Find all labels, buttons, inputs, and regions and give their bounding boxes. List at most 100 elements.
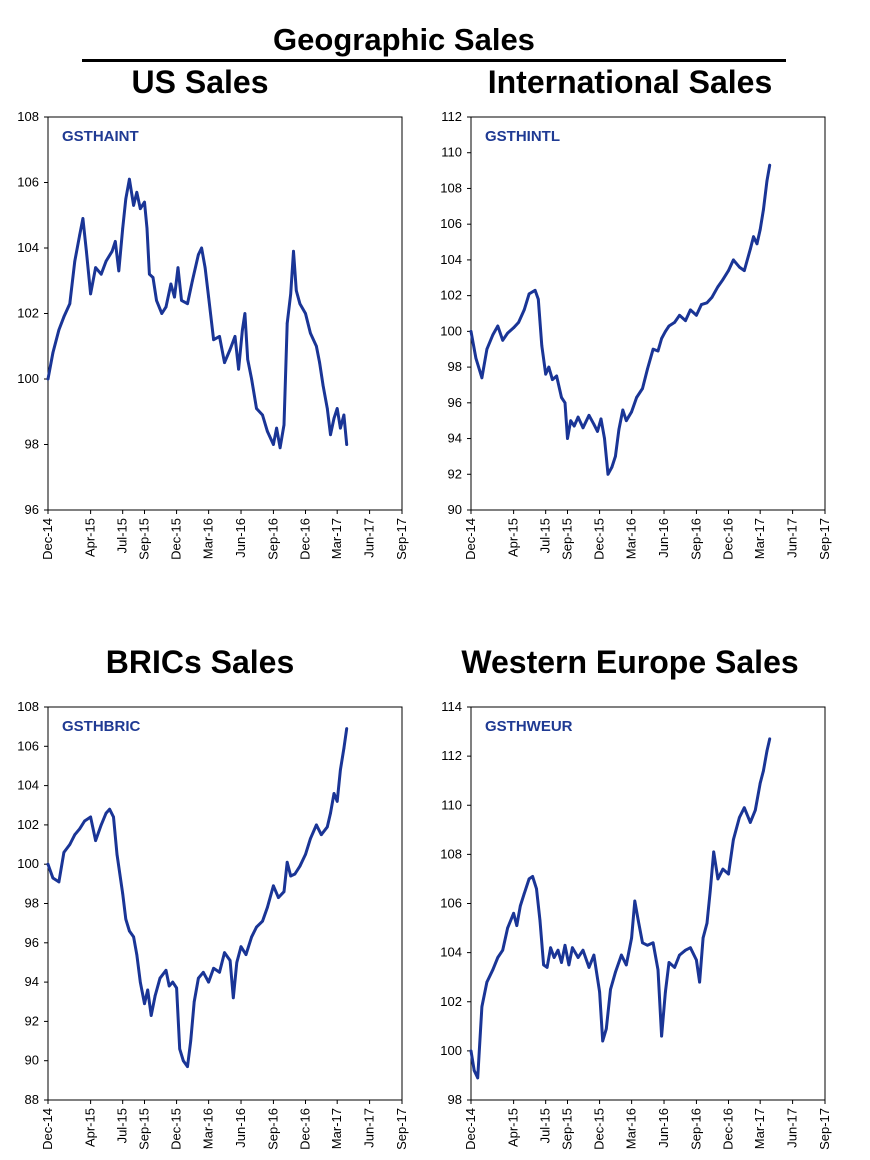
y-tick-label: 100: [17, 856, 39, 871]
data-point: [121, 892, 124, 895]
x-tick-label: Mar-17: [752, 518, 767, 559]
data-point: [581, 426, 585, 430]
data-point: [191, 279, 194, 283]
data-point: [218, 970, 221, 974]
data-point: [604, 1027, 608, 1031]
data-point: [282, 423, 286, 427]
data-point: [576, 415, 580, 419]
data-point: [601, 1039, 605, 1043]
data-point: [197, 976, 200, 980]
data-point: [592, 953, 596, 957]
y-tick-label: 98: [448, 1092, 462, 1107]
data-point: [176, 266, 180, 269]
x-tick-label: Dec-15: [592, 518, 607, 560]
series-line: [46, 727, 349, 1069]
y-tick-label: 96: [25, 502, 39, 517]
data-point: [132, 204, 135, 207]
y-tick-label: 98: [25, 896, 39, 911]
x-tick-label: Jul-15: [115, 1108, 130, 1143]
data-point: [318, 361, 321, 364]
data-point: [496, 956, 500, 959]
y-tick-label: 106: [17, 738, 39, 753]
data-point: [732, 258, 735, 262]
data-point: [345, 443, 348, 446]
x-tick-label: Mar-16: [201, 518, 216, 559]
x-tick-label: Sep-15: [560, 518, 575, 560]
y-tick-label: 102: [440, 288, 462, 303]
data-point: [542, 963, 545, 967]
data-point: [684, 319, 687, 322]
plot-frame: [470, 116, 826, 511]
data-point: [563, 401, 567, 405]
data-point: [695, 313, 698, 317]
y-tick-label: 110: [441, 797, 462, 812]
data-point: [610, 465, 614, 469]
data-point: [164, 969, 168, 972]
x-tick-label: Dec-14: [40, 518, 55, 560]
data-point: [212, 338, 215, 341]
y-tick-label: 90: [25, 1053, 39, 1068]
y-tick-label: 100: [17, 371, 39, 386]
data-point: [656, 968, 660, 972]
x-tick-label: Sep-15: [137, 518, 152, 560]
data-point: [563, 943, 567, 947]
data-point: [705, 301, 709, 305]
data-point: [695, 958, 698, 962]
data-point: [560, 396, 563, 399]
data-point: [727, 269, 730, 272]
data-point: [181, 1059, 185, 1062]
data-point: [762, 769, 765, 773]
data-point: [189, 1039, 192, 1043]
data-point: [51, 876, 55, 880]
data-point: [339, 426, 342, 430]
data-point: [630, 410, 633, 414]
data-point: [104, 811, 108, 815]
y-tick-label: 108: [440, 180, 462, 195]
data-point: [552, 956, 556, 959]
data-point: [167, 984, 171, 988]
plot-frame: [470, 706, 826, 1101]
data-point: [641, 941, 644, 945]
x-tick-label: Sep-16: [265, 1108, 280, 1150]
y-tick-label: 104: [17, 778, 39, 793]
data-point: [282, 890, 286, 894]
data-point: [587, 966, 591, 969]
series-name-label: GSTHWEUR: [485, 718, 573, 735]
data-point: [145, 227, 149, 230]
data-point: [89, 815, 92, 819]
x-tick-label: Jun-17: [785, 1108, 800, 1148]
data-point: [540, 344, 544, 347]
series-name-label: GSTHBRIC: [62, 718, 141, 735]
data-point: [51, 351, 55, 355]
data-point: [491, 333, 495, 337]
data-point: [128, 177, 131, 181]
data-point: [192, 1000, 196, 1004]
data-point: [576, 956, 580, 959]
data-point: [598, 990, 601, 994]
data-point: [78, 233, 82, 237]
data-point: [708, 889, 712, 893]
data-point: [244, 953, 248, 956]
data-point: [298, 302, 302, 305]
data-point: [275, 426, 278, 430]
data-point: [512, 326, 515, 330]
plot-frame: [47, 116, 403, 511]
data-point: [255, 407, 258, 410]
data-point: [218, 335, 221, 338]
data-point: [246, 358, 250, 361]
data-point: [743, 806, 746, 810]
data-point: [339, 768, 342, 772]
y-tick-label: 102: [17, 306, 39, 321]
data-point: [678, 953, 681, 957]
y-tick-label: 92: [448, 466, 462, 481]
data-point: [228, 348, 232, 351]
data-point: [124, 917, 128, 921]
data-point: [289, 874, 292, 878]
data-point: [620, 953, 623, 957]
series-name-label: GSTHAINT: [62, 128, 139, 145]
data-point: [678, 313, 681, 317]
y-tick-label: 112: [441, 109, 462, 124]
data-point: [309, 837, 312, 840]
data-point: [81, 217, 85, 220]
data-point: [121, 227, 124, 230]
